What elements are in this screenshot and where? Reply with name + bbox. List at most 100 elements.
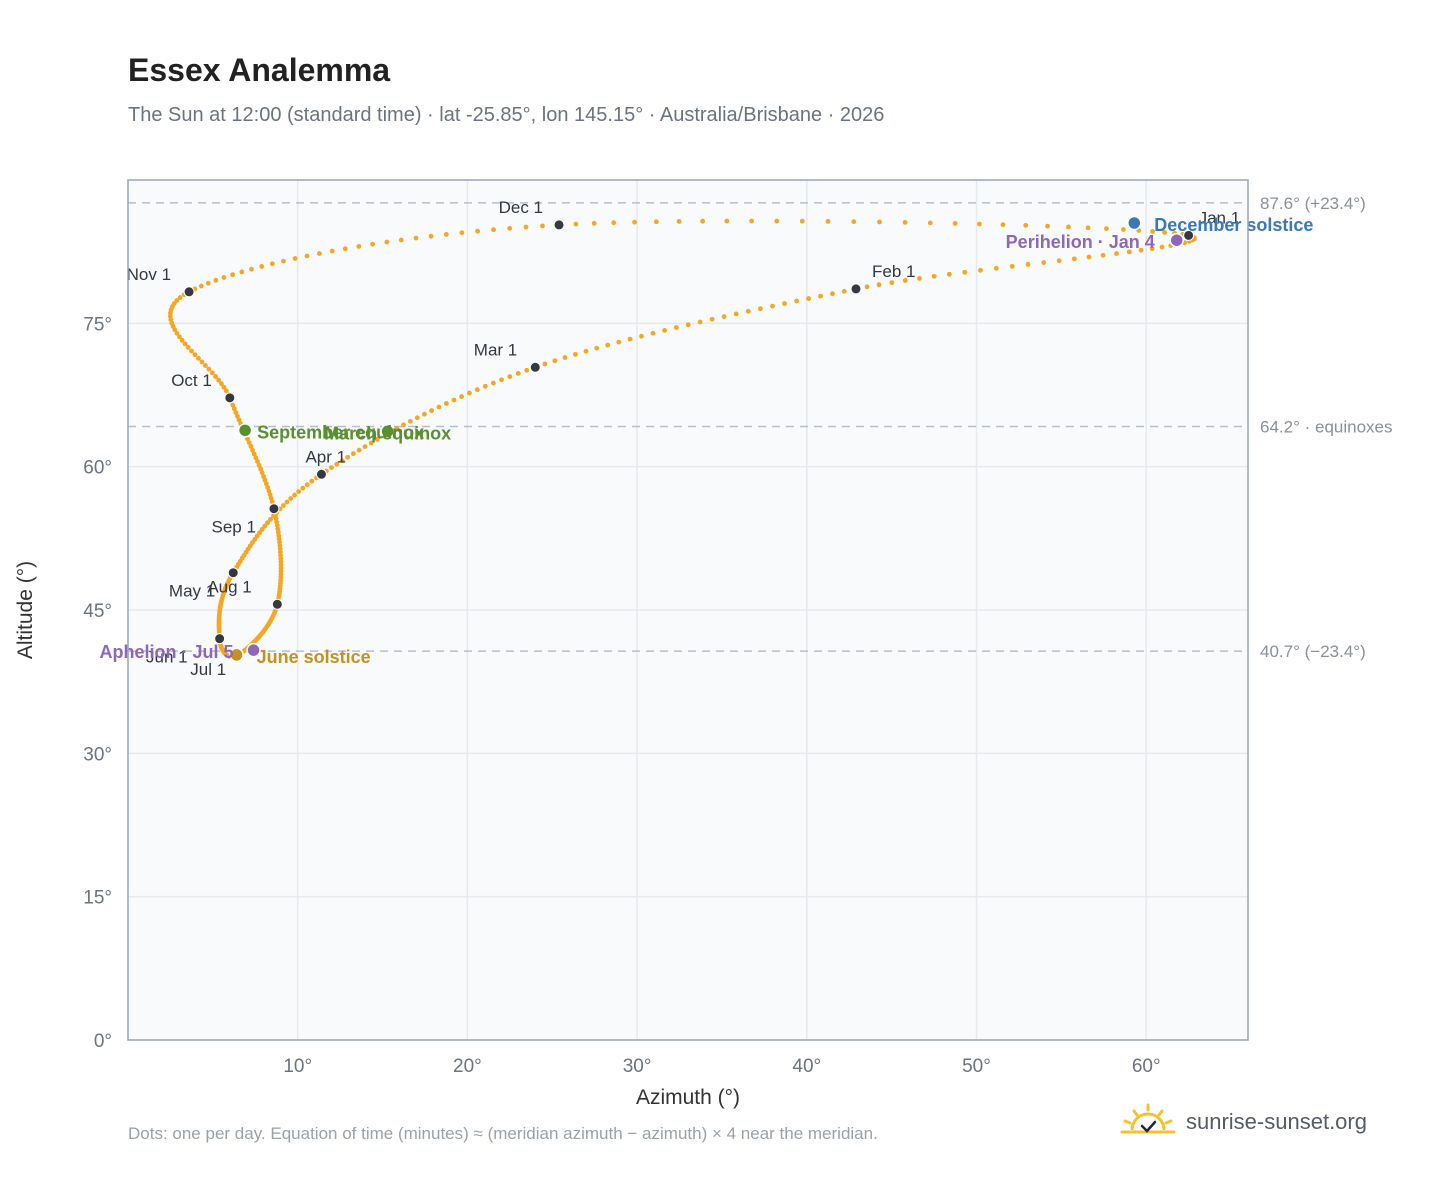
month-marker <box>224 392 236 404</box>
daily-dot <box>466 390 472 396</box>
daily-dot <box>499 377 504 383</box>
daily-dot <box>269 261 275 267</box>
daily-dot <box>1066 224 1071 230</box>
daily-dot <box>774 218 780 224</box>
daily-dot <box>451 397 457 403</box>
month-label: Jun 1 <box>146 648 188 667</box>
daily-dot <box>223 388 229 394</box>
daily-dot <box>515 371 521 376</box>
daily-dot <box>1023 222 1029 228</box>
daily-dot <box>700 218 706 224</box>
x-tick-label: 40° <box>792 1056 821 1077</box>
daily-dot <box>524 367 530 373</box>
daily-dot <box>676 219 682 224</box>
daily-dot <box>1120 227 1126 232</box>
daily-dot <box>877 219 882 225</box>
daily-dot <box>436 404 442 410</box>
daily-dot <box>1104 226 1109 232</box>
y-tick-label: 0° <box>94 1031 112 1052</box>
month-label: Mar 1 <box>474 340 517 359</box>
daily-dot <box>296 489 302 494</box>
daily-dot <box>356 447 362 453</box>
daily-dot <box>199 359 205 365</box>
x-tick-label: 10° <box>283 1056 312 1077</box>
daily-dot <box>255 459 260 464</box>
daily-dot <box>616 339 622 345</box>
daily-dot <box>251 451 257 457</box>
daily-dot <box>757 306 763 312</box>
daily-dot <box>1114 251 1119 256</box>
daily-dot <box>573 221 579 227</box>
event-label: Aphelion · Jul 5 <box>100 642 234 662</box>
daily-dot <box>189 348 194 354</box>
month-marker <box>553 219 565 231</box>
daily-dot <box>697 319 703 325</box>
daily-dot <box>177 295 183 300</box>
daily-dot <box>1159 244 1165 250</box>
month-marker <box>271 598 283 610</box>
daily-dot <box>368 440 374 446</box>
daily-dot <box>259 264 265 269</box>
daily-dot <box>1150 229 1155 234</box>
daily-dot <box>1009 263 1015 269</box>
daily-dot <box>523 224 529 230</box>
daily-dot <box>594 345 600 351</box>
daily-dot <box>851 219 857 225</box>
y-tick-label: 75° <box>83 314 112 335</box>
daily-dot <box>394 426 400 431</box>
daily-dot <box>257 530 262 536</box>
daily-dot <box>370 241 376 247</box>
daily-dot <box>429 408 435 413</box>
reference-lines: 87.6° (+23.4°) 64.2° · equinoxes 40.7° (−2… <box>128 194 1393 661</box>
daily-dot <box>248 443 254 449</box>
daily-dot <box>639 333 644 339</box>
daily-dot <box>1086 254 1092 260</box>
month-label: May 1 <box>169 582 215 601</box>
daily-dot <box>428 233 434 239</box>
daily-dot <box>552 358 558 364</box>
daily-dot <box>374 437 380 442</box>
y-tick-label: 45° <box>83 601 112 622</box>
daily-dot <box>196 355 201 361</box>
daily-dot <box>179 337 185 343</box>
daily-dot <box>709 316 715 322</box>
daily-dot <box>632 219 637 225</box>
daily-dot <box>253 455 259 461</box>
daily-dot <box>685 322 691 328</box>
event-marker <box>229 647 244 663</box>
daily-dot <box>350 451 356 457</box>
daily-dot <box>1041 260 1047 265</box>
daily-dot <box>356 244 362 249</box>
x-tick-label: 20° <box>453 1056 482 1077</box>
daily-dot <box>245 436 250 442</box>
daily-dot <box>475 228 480 234</box>
month-label: Nov 1 <box>127 265 171 284</box>
x-tick-label: 30° <box>623 1056 652 1077</box>
month-marker <box>1183 229 1195 241</box>
daily-dot <box>902 220 908 225</box>
daily-dot <box>931 273 937 279</box>
month-label: Sep 1 <box>212 518 256 537</box>
daily-dot <box>231 406 237 412</box>
y-tick-label: 30° <box>83 744 112 765</box>
daily-dot <box>192 352 198 358</box>
month-marker <box>850 283 862 295</box>
daily-dot <box>962 269 968 275</box>
y-axis-title: Altitude (°) <box>14 561 37 659</box>
daily-dot <box>292 256 298 261</box>
chart-title: Essex Analemma <box>128 52 391 88</box>
month-marker <box>227 567 239 579</box>
daily-dot <box>362 444 368 449</box>
event-marker <box>237 423 253 438</box>
daily-dot <box>213 277 219 283</box>
daily-dot <box>239 269 245 275</box>
daily-dot <box>246 440 252 445</box>
daily-dot <box>316 251 322 256</box>
daily-dot <box>334 461 340 467</box>
daily-dot <box>230 272 236 278</box>
daily-dot <box>250 447 255 453</box>
daily-dot <box>281 258 286 264</box>
y-tick-label: 15° <box>83 888 112 909</box>
daily-dot <box>309 478 315 484</box>
